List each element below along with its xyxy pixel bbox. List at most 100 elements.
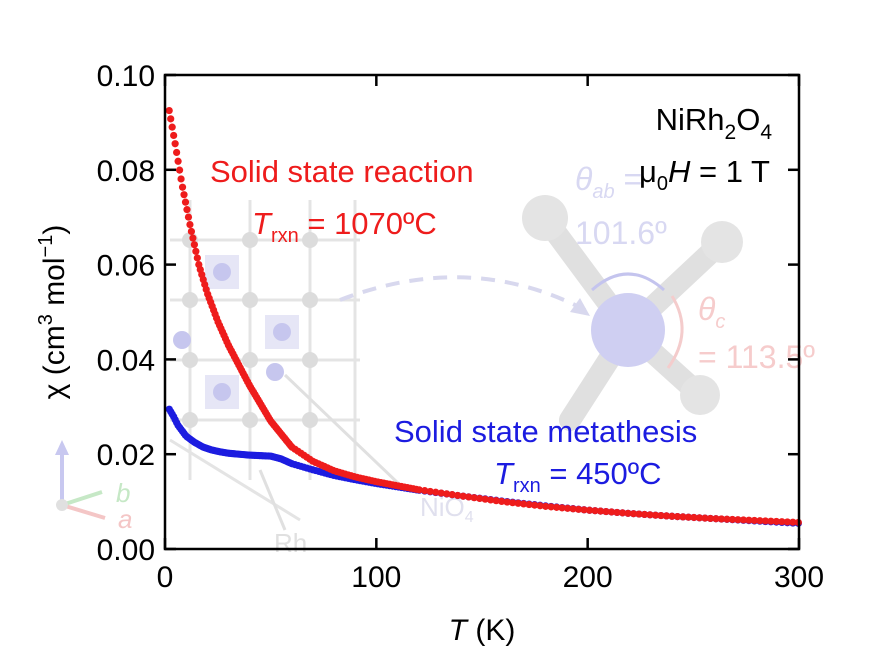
- ssr-point-155: [574, 505, 583, 513]
- ssr-point-191: [772, 517, 780, 526]
- ssr-point-187: [750, 516, 759, 525]
- ssm-T: T: [494, 456, 515, 491]
- field-mu-sub: 0: [657, 173, 668, 195]
- ssr-point-189: [761, 517, 770, 525]
- x-tick-label-0: 0: [157, 561, 174, 594]
- ssm-temperature: Trxn = 450ºC: [494, 456, 662, 497]
- ssr-point-141: [498, 497, 506, 505]
- ssr-point-8: [177, 175, 185, 183]
- x-axis-unit: (K): [467, 614, 515, 647]
- field-H: H: [668, 154, 691, 189]
- y-axis-close: ): [38, 225, 71, 235]
- ssr-point-11: [181, 198, 190, 206]
- ssr-point-178: [701, 514, 709, 522]
- y-tick-label-1: 0.02: [97, 439, 155, 472]
- y-tick-label-4: 0.08: [97, 155, 155, 188]
- ssr-point-5: [173, 148, 181, 157]
- rh-label: Rh: [274, 528, 307, 558]
- ssr-point-139: [487, 496, 495, 504]
- ssr-point-156: [580, 506, 588, 514]
- ssr-point-167: [640, 510, 649, 519]
- theta-c-value: = 113.5º: [698, 339, 815, 375]
- ssr-point-0: [165, 106, 173, 115]
- ssr-point-179: [706, 514, 715, 523]
- ssr-point-186: [745, 516, 753, 524]
- ssr-point-137: [476, 494, 484, 503]
- ssr-T: T: [252, 206, 273, 241]
- x-tick-label-2: 200: [563, 561, 613, 594]
- axis-a-label: a: [118, 504, 132, 534]
- ssr-point-159: [596, 507, 605, 515]
- ssr-point-127: [421, 487, 429, 495]
- x-axis-var: T: [449, 614, 470, 647]
- ssr-point-18: [192, 247, 200, 255]
- compound-label: NiRh2O4: [656, 102, 773, 144]
- ssr-point-162: [613, 508, 621, 517]
- ssr-point-193: [783, 518, 791, 526]
- y-axis-expm1: −1: [35, 235, 57, 258]
- ssr-point-142: [503, 498, 511, 506]
- ssr-point-194: [789, 518, 797, 526]
- rh-leader-line: [258, 469, 287, 531]
- theta-c-sub: c: [715, 311, 725, 333]
- ssr-point-183: [728, 515, 737, 524]
- ssr-point-158: [591, 507, 599, 515]
- ssr-point-157: [585, 506, 594, 514]
- ssr-point-160: [602, 507, 610, 516]
- ssr-point-152: [558, 504, 566, 512]
- ssr-point-135: [465, 493, 473, 501]
- ssr-label: Solid state reaction: [210, 154, 474, 189]
- y-axis-exp3: 3: [35, 314, 57, 325]
- series-solid-state-reaction: [165, 106, 802, 527]
- ssr-point-174: [679, 513, 687, 521]
- ssr-point-145: [520, 500, 528, 508]
- compound-base: NiRh: [656, 102, 725, 137]
- ssr-point-166: [635, 510, 643, 518]
- ssr-point-182: [723, 515, 731, 523]
- ssr-point-3: [170, 131, 178, 140]
- ssr-point-136: [470, 494, 478, 502]
- compound-o: O: [736, 102, 760, 137]
- ssr-point-10: [180, 191, 188, 199]
- ssr-point-132: [448, 491, 456, 499]
- ssr-point-184: [734, 516, 742, 524]
- ssm-T-rest: = 450ºC: [541, 456, 662, 491]
- ssr-point-129: [432, 488, 440, 496]
- ssr-point-151: [553, 503, 561, 511]
- y-tick-label-3: 0.06: [97, 250, 155, 283]
- ssr-point-1: [167, 115, 175, 123]
- axis-ticks: 0 100 200 300 0.00 0.02 0.04 0.06 0.08 0.10: [97, 60, 824, 594]
- lattice-atoms: [173, 232, 318, 428]
- ssr-point-147: [531, 501, 539, 509]
- y-tick-label-0: 0.00: [97, 534, 155, 567]
- ssr-point-172: [668, 512, 676, 520]
- ssr-point-173: [673, 512, 682, 521]
- y-tick-label-5: 0.10: [97, 60, 155, 93]
- ssr-point-144: [514, 499, 522, 507]
- ssr-point-17: [190, 241, 198, 249]
- ssm-label: Solid state metathesis: [394, 414, 697, 449]
- compound-sub2: 4: [760, 121, 772, 144]
- nio4-leader-line: [283, 373, 402, 487]
- ssr-point-154: [569, 505, 577, 513]
- ssr-temperature: Trxn = 1070ºC: [252, 206, 437, 247]
- ssr-point-163: [618, 509, 627, 517]
- ssr-point-169: [651, 511, 660, 519]
- y-axis-mol: mol: [38, 257, 71, 314]
- ssr-point-171: [662, 512, 671, 520]
- nio4-sub: 4: [465, 509, 474, 526]
- ssr-T-sub: rxn: [271, 225, 299, 247]
- ssr-point-6: [174, 157, 182, 165]
- ssr-point-190: [767, 517, 775, 525]
- ssr-point-133: [454, 491, 462, 500]
- ssr-point-150: [547, 503, 555, 511]
- ssr-point-153: [563, 504, 572, 512]
- ssr-point-165: [629, 510, 638, 518]
- y-axis-chi: χ: [38, 383, 71, 399]
- dashed-arrow: [339, 275, 586, 312]
- ssm-T-sub: rxn: [513, 475, 541, 497]
- ssr-point-176: [690, 513, 698, 522]
- y-axis-open: (cm: [38, 325, 71, 383]
- ssr-point-16: [189, 234, 197, 242]
- axis-b-label: b: [116, 478, 130, 508]
